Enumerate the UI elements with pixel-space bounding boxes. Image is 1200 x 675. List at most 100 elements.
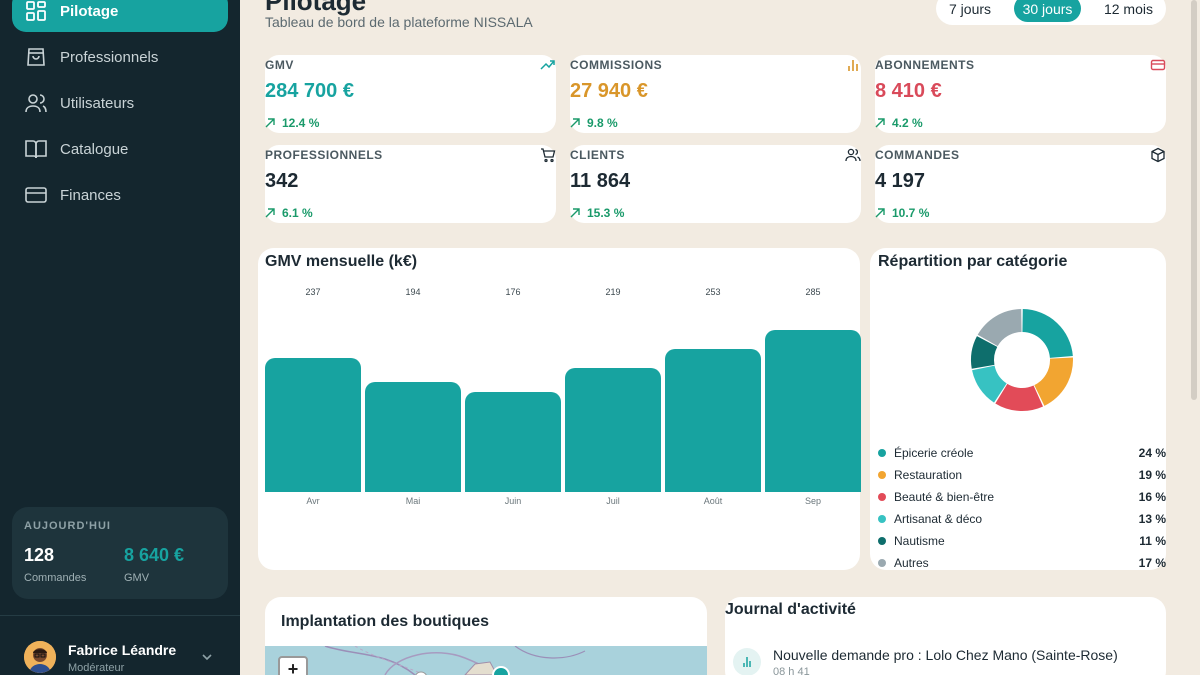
arrow-up-right-icon [875,118,885,128]
kpi-delta: 10.7 % [875,206,929,220]
bar-value-label: 285 [805,287,821,297]
today-gmv-label: GMV [124,572,150,584]
legend-value: 16 % [1138,490,1166,504]
category-donut-chart [971,309,1073,411]
sidebar-item-professionnels[interactable]: Professionnels [12,36,228,78]
bar-mai[interactable] [365,382,461,492]
bar-category-label: Août [703,496,723,506]
bar-category-label: Mai [405,496,421,506]
donut-slice[interactable] [995,383,1044,411]
stores-map[interactable] [265,646,707,675]
bar-août[interactable] [665,349,761,492]
bar-category-label: Sep [804,496,821,506]
kpi-delta: 4.2 % [875,116,923,130]
legend-item: Artisanat & déco 13 % [878,510,1166,528]
bar-value-label: 219 [605,287,621,297]
gmv-chart-title: GMV mensuelle (k€) [265,253,418,270]
kpi-card-abonnements: ABONNEMENTS 8 410 € 4.2 % [875,55,1166,133]
today-summary: AUJOURD'HUI 128 Commandes 8 640 € GMV [12,507,228,599]
donut-slice[interactable] [1034,357,1073,406]
legend-swatch [878,493,886,501]
kpi-delta-value: 9.8 % [587,116,618,130]
legend-item: Nautisme 11 % [878,532,1166,550]
donut-slice[interactable] [971,336,998,369]
sidebar-item-label: Finances [60,186,121,204]
activity-item-text[interactable]: Nouvelle demande pro : Lolo Chez Mano (S… [773,647,1118,663]
page-scrollbar[interactable] [1191,0,1197,400]
range-7-days-button[interactable]: 7 jours [949,0,992,17]
kpi-value: 342 [265,170,299,192]
kpi-delta-value: 6.1 % [282,206,313,220]
sidebar-item-pilotage[interactable]: Pilotage [12,0,228,32]
donut-slice[interactable] [1022,309,1073,358]
activity-card [725,597,1166,675]
legend-label: Artisanat & déco [894,512,983,526]
bar-avr[interactable] [265,358,361,492]
page-title: Pilotage [265,0,367,16]
kpi-delta: 9.8 % [570,116,618,130]
arrow-up-right-icon [570,208,580,218]
sidebar-item-label: Utilisateurs [60,94,135,112]
map-background [324,646,586,675]
bar-value-label: 176 [505,287,521,297]
bar-juil[interactable] [565,368,661,492]
legend-value: 24 % [1138,446,1166,460]
sidebar: Pilotage Professionnels Utilisateurs Cat… [0,0,240,675]
legend-item: Autres 17 % [878,554,1166,572]
kpi-value: 11 864 [570,170,631,192]
range-30-days-button[interactable]: 30 jours [1013,0,1082,22]
legend-label: Beauté & bien-être [894,490,995,504]
chevron-down-icon[interactable] [200,650,214,664]
box-icon [1151,147,1165,163]
legend-value: 13 % [1138,512,1166,526]
kpi-label: ABONNEMENTS [875,58,975,72]
today-orders-label: Commandes [24,572,87,584]
legend-item: Épicerie créole 24 % [878,444,1166,462]
legend-label: Autres [894,556,929,570]
users-icon [25,94,47,113]
bar-value-label: 253 [705,287,721,297]
sidebar-item-label: Professionnels [60,48,159,66]
legend-swatch [878,449,886,457]
kpi-card-commissions: COMMISSIONS 27 940 € 9.8 % [570,55,861,133]
kpi-card-professionnels: PROFESSIONNELS 342 6.1 % [265,145,556,223]
kpi-delta-value: 10.7 % [892,206,930,220]
bar-value-label: 237 [305,287,321,297]
kpi-card-clients: CLIENTS 11 864 15.3 % [570,145,861,223]
cart-icon [541,148,556,163]
activity-item-icon [733,648,761,675]
kpi-value: 284 700 € [265,80,354,102]
donut-slice[interactable] [977,309,1022,347]
kpi-value: 27 940 € [570,80,648,102]
user-avatar-icon [24,641,56,673]
kpi-delta: 12.4 % [265,116,319,130]
sidebar-item-finances[interactable]: Finances [12,174,228,216]
user-name: Fabrice Léandre [68,642,177,658]
sidebar-item-catalogue[interactable]: Catalogue [12,128,228,170]
kpi-value: 4 197 [875,170,926,192]
kpi-label: COMMISSIONS [570,58,663,72]
sidebar-item-utilisateurs[interactable]: Utilisateurs [12,82,228,124]
avatar[interactable] [24,641,56,673]
bar-chart-icon [848,60,858,71]
kpi-value: 8 410 € [875,80,942,102]
kpi-label: CLIENTS [570,148,625,162]
kpi-card-gmv: GMV 284 700 € 12.4 % [265,55,556,133]
sidebar-item-label: Catalogue [60,140,129,158]
map-zoom-in-button[interactable]: + [278,656,308,675]
range-12-months-button[interactable]: 12 mois [1103,0,1153,17]
users-icon [845,148,861,162]
today-title: AUJOURD'HUI [24,520,111,532]
legend-swatch [878,471,886,479]
activity-item-time: 08 h 41 [773,666,810,675]
donut-slice[interactable] [972,365,1007,403]
category-chart-title: Répartition par catégorie [878,253,1068,270]
kpi-label: GMV [265,58,294,72]
legend-label: Épicerie créole [894,446,974,460]
arrow-up-right-icon [875,208,885,218]
page-subtitle: Tableau de bord de la plateforme NISSALA [265,14,533,30]
kpi-delta-value: 15.3 % [587,206,625,220]
bar-sep[interactable] [765,330,861,492]
bar-chart-icon [743,657,751,667]
bar-juin[interactable] [465,392,561,492]
